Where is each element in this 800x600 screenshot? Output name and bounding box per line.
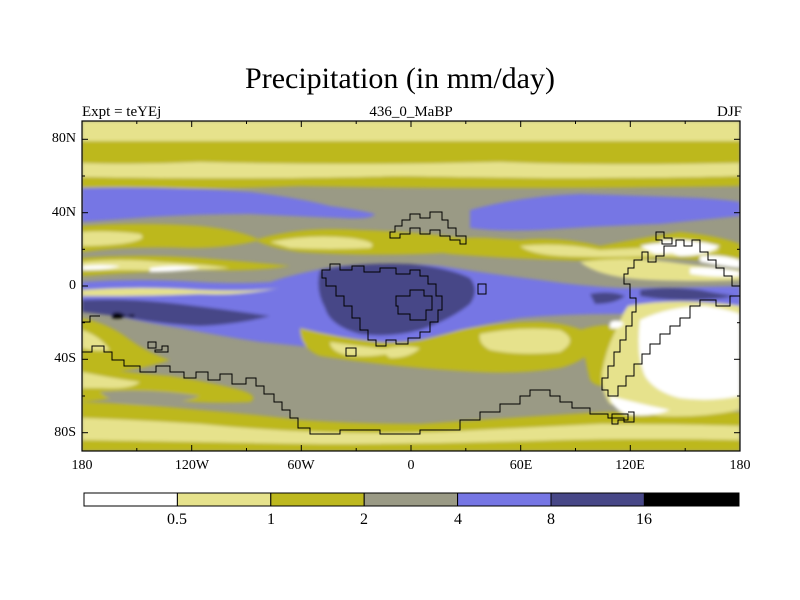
japan-outline (655, 231, 673, 245)
trade-north-white (82, 265, 120, 270)
lon-label-120e: 120E (615, 458, 645, 473)
max-precip-black (112, 312, 126, 319)
colorbar-label-4: 4 (454, 511, 462, 528)
west-pacific-dark-blue (640, 288, 735, 300)
chart-title: Precipitation (in mm/day) (245, 62, 555, 95)
subtropic-north-light-1 (82, 231, 143, 246)
colorbar-label-16: 16 (636, 511, 652, 528)
season-label: DJF (716, 104, 742, 120)
lat-label-0: 0 (69, 278, 76, 293)
band-north-light2 (82, 162, 740, 179)
colorbar (83, 492, 740, 507)
southern-continent-outline (82, 345, 635, 435)
period-label: 436_0_MaBP (369, 104, 453, 120)
africa-core-dark-blue (318, 263, 475, 336)
colorbar-box-6 (643, 492, 740, 507)
max-precip-black-tail (126, 314, 134, 318)
island-outline-3 (147, 341, 157, 349)
band-north-olive (82, 141, 740, 165)
lon-label-60e: 60E (509, 458, 533, 473)
lat-label-80s: 80S (54, 425, 76, 440)
colorbar-box-5 (550, 492, 645, 507)
lat-label-80n: 80N (51, 131, 76, 146)
lat-label-40s: 40S (54, 351, 76, 366)
south-light-band-1 (82, 372, 140, 389)
east-asia-white-2 (700, 255, 740, 268)
itcz-gap-light (82, 288, 280, 296)
colorbar-label-1: 1 (267, 511, 275, 528)
band-north-olive2 (82, 176, 740, 189)
trade-west-pac-white (690, 267, 740, 277)
south-atlantic-light (330, 342, 400, 357)
south-gray-patch (100, 390, 200, 404)
lat-label-40n: 40N (51, 205, 76, 220)
colorbar-box-1 (176, 492, 272, 507)
western-fragment-outline (82, 315, 100, 323)
island-outline-4 (154, 345, 169, 353)
colorbar-box-2 (270, 492, 365, 507)
storm-track-asia (470, 194, 740, 231)
storm-track-pacific (82, 187, 375, 222)
colorbar-label-8: 8 (547, 511, 555, 528)
colorbar-box-4 (457, 492, 552, 507)
australia-white (638, 306, 740, 400)
south-pacific-dark-blue (82, 299, 270, 326)
colorbar-label-2: 2 (360, 511, 368, 528)
experiment-label: Expt = teYEj (82, 104, 162, 120)
lon-label-60w: 60W (287, 458, 315, 473)
lon-label-180e: 180 (729, 458, 751, 473)
africa-outline (321, 263, 443, 347)
south-africa-light (380, 346, 420, 358)
indian-ocean-light (479, 328, 570, 354)
white-spot (610, 320, 624, 329)
subtropic-north-light-2 (270, 236, 373, 249)
subtropic-north-olive-1 (82, 224, 260, 252)
colorbar-label-0-5: 0.5 (167, 511, 187, 528)
south-pacific-olive (82, 318, 170, 372)
island-outline-2 (345, 347, 357, 357)
lon-label-0: 0 (407, 458, 415, 473)
colorbar-box-0 (83, 492, 178, 507)
band-arctic-light (82, 121, 740, 141)
southern-island-outline (611, 413, 629, 425)
trade-north-white-2 (150, 266, 200, 272)
lat-ticks (82, 138, 740, 434)
lon-ticks (136, 121, 686, 451)
europe-outline (389, 211, 467, 245)
coastlines (82, 211, 740, 435)
south-australia-white (610, 396, 670, 416)
colorbar-box-3 (363, 492, 459, 507)
asia-australia-outline (601, 239, 740, 397)
lon-label-120w: 120W (174, 458, 210, 473)
inland-lake-outline (395, 289, 433, 321)
precipitation-field (82, 121, 740, 451)
trade-west-pac-light (580, 259, 740, 281)
island-outline (477, 283, 487, 295)
lon-label-180w: 180 (71, 458, 93, 473)
maritime-dark-blue (590, 292, 625, 304)
